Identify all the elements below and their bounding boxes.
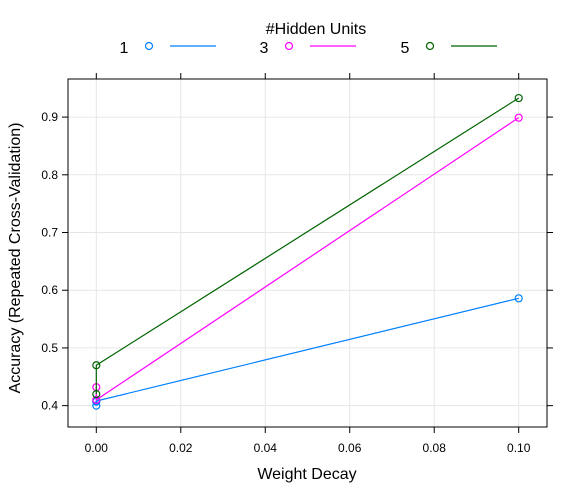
series-5-line xyxy=(95,97,520,395)
x-tick-label: 0.06 xyxy=(338,441,362,455)
legend-title: #Hidden Units xyxy=(266,21,367,38)
legend-marker-1 xyxy=(144,41,154,51)
legend-label-5: 5 xyxy=(401,40,410,57)
series-5-point xyxy=(92,361,101,370)
y-tick-label: 0.9 xyxy=(41,110,58,124)
x-tick-label: 0.02 xyxy=(169,441,193,455)
y-tick-label: 0.7 xyxy=(41,226,58,240)
series-3-point xyxy=(92,395,101,404)
legend-marker-5 xyxy=(425,41,435,51)
y-tick-label: 0.5 xyxy=(41,341,58,355)
legend-label-1: 1 xyxy=(120,40,129,57)
series-layer xyxy=(92,93,523,410)
x-tick-label: 0.00 xyxy=(85,441,109,455)
axis-ticks: 0.00 0.02 0.04 0.06 0.08 0.10 0.4 0.5 0.6 0.7 0.8 0… xyxy=(41,73,553,455)
series-3-point xyxy=(514,113,523,122)
series-1-point xyxy=(514,294,523,303)
grid-layer xyxy=(68,79,547,427)
y-tick-label: 0.4 xyxy=(41,399,58,413)
y-tick-label: 0.8 xyxy=(41,168,58,182)
legend-marker-3 xyxy=(284,41,294,51)
series-1-point xyxy=(92,401,101,410)
y-tick-label: 0.6 xyxy=(41,283,58,297)
series-3-line xyxy=(95,117,520,401)
legend: #Hidden Units 1 3 5 xyxy=(120,21,497,57)
x-tick-label: 0.10 xyxy=(507,441,531,455)
y-axis-label: Accuracy (Repeated Cross-Validation) xyxy=(7,123,24,394)
x-tick-label: 0.08 xyxy=(423,441,447,455)
plot-panel-frame xyxy=(67,78,548,428)
x-tick-label: 0.04 xyxy=(254,441,278,455)
series-5-point xyxy=(92,390,101,399)
series-5-point xyxy=(514,93,523,103)
series-1-line xyxy=(95,297,519,406)
legend-label-3: 3 xyxy=(260,40,269,57)
x-axis-label: Weight Decay xyxy=(257,466,356,483)
